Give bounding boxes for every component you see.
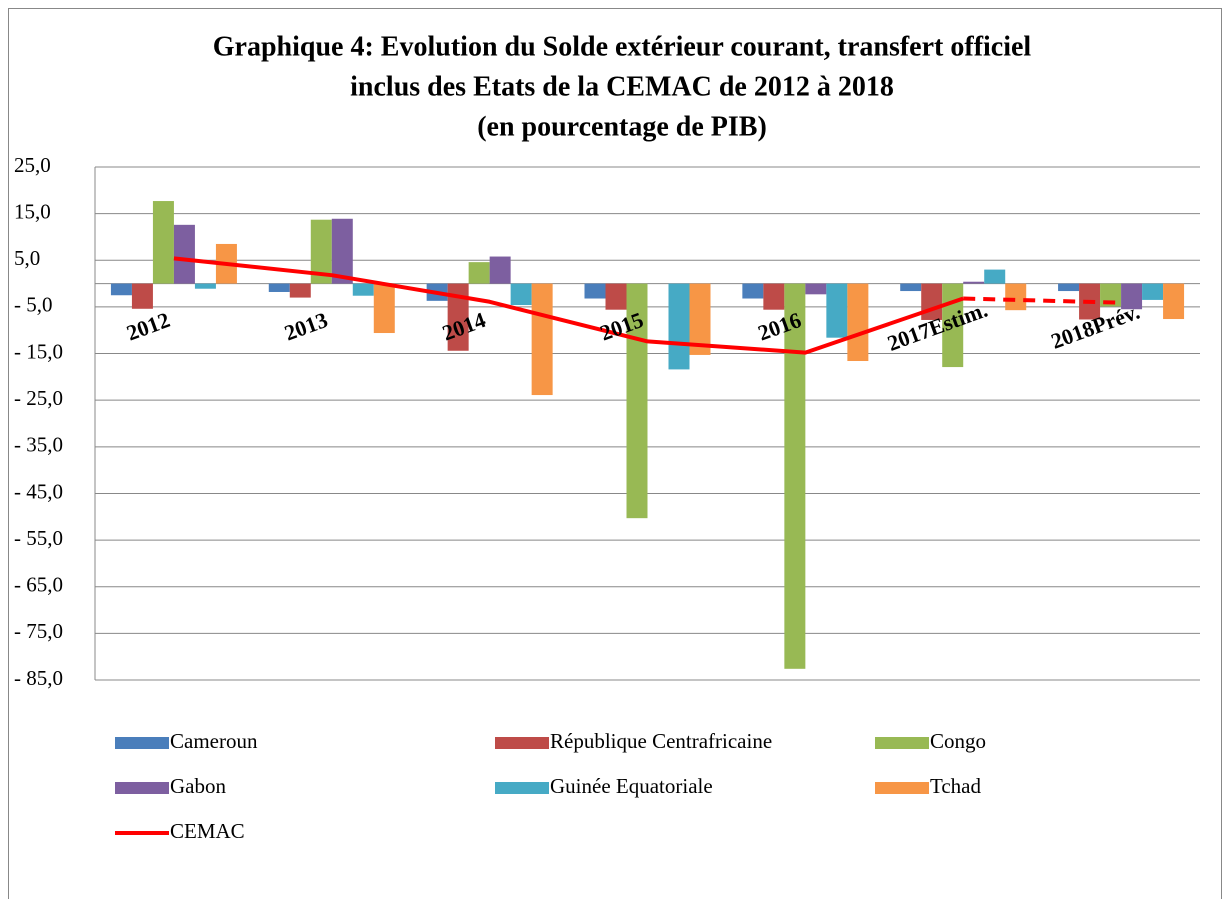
bar [1163, 283, 1185, 320]
y-tick-label: - 55,0 [14, 526, 63, 550]
bar [605, 283, 627, 310]
bar [763, 283, 785, 310]
bar [784, 283, 806, 669]
y-tick-label: 5,0 [14, 246, 40, 270]
legend-label: République Centrafricaine [550, 729, 772, 753]
bar [173, 224, 195, 284]
y-tick-label: - 85,0 [14, 666, 63, 690]
bar [626, 283, 648, 519]
line-dashed [963, 296, 1122, 305]
bar [805, 283, 827, 295]
bar [1142, 283, 1164, 300]
y-tick-label: - 65,0 [14, 573, 63, 597]
bar [110, 283, 132, 296]
bar [447, 283, 469, 351]
y-tick-label: 15,0 [14, 199, 51, 223]
legend-label: Congo [930, 729, 986, 753]
legend-label: Cameroun [170, 729, 258, 753]
bar [826, 283, 848, 338]
bar [131, 283, 153, 309]
bar [489, 256, 511, 284]
y-tick-label: - 15,0 [14, 339, 63, 363]
y-tick-label: - 5,0 [14, 293, 53, 317]
bar [194, 283, 216, 289]
bar [373, 283, 395, 334]
chart-title: (en pourcentage de PIB) [477, 111, 767, 142]
bar [510, 283, 532, 306]
y-tick-label: - 75,0 [14, 619, 63, 643]
bar [689, 283, 711, 355]
bar [352, 283, 374, 296]
legend-swatch [875, 737, 929, 749]
bar [289, 283, 311, 298]
legend-label: CEMAC [170, 819, 245, 843]
bar [742, 283, 764, 299]
bar [584, 283, 606, 299]
legend-swatch [115, 782, 169, 794]
bar [900, 283, 922, 292]
bar [847, 283, 869, 362]
bar [668, 283, 690, 370]
legend-swatch [495, 782, 549, 794]
x-tick-label: 2012 [123, 307, 173, 346]
legend-swatch [875, 782, 929, 794]
bar [984, 269, 1006, 284]
legend-swatch [115, 737, 169, 749]
bar [310, 219, 332, 284]
y-tick-label: 25,0 [14, 153, 51, 177]
bar [531, 283, 553, 396]
y-tick-label: - 35,0 [14, 433, 63, 457]
legend-label: Guinée Equatoriale [550, 774, 713, 798]
chart-title: inclus des Etats de la CEMAC de 2012 à 2… [350, 71, 894, 102]
bar [268, 283, 290, 292]
y-tick-label: - 25,0 [14, 386, 63, 410]
chart-frame [8, 8, 1222, 899]
bar [468, 262, 490, 284]
x-tick-label: 2013 [281, 307, 331, 346]
legend-label: Tchad [930, 774, 982, 798]
bar [331, 218, 353, 284]
legend-swatch [495, 737, 549, 749]
bar [1058, 283, 1080, 292]
bar [963, 281, 985, 284]
bar [152, 201, 174, 284]
line [173, 256, 964, 355]
legend-label: Gabon [170, 774, 226, 798]
bar [1005, 283, 1027, 311]
y-tick-label: - 45,0 [14, 479, 63, 503]
chart-title: Graphique 4: Evolution du Solde extérieu… [213, 31, 1032, 62]
bar [1121, 283, 1143, 310]
